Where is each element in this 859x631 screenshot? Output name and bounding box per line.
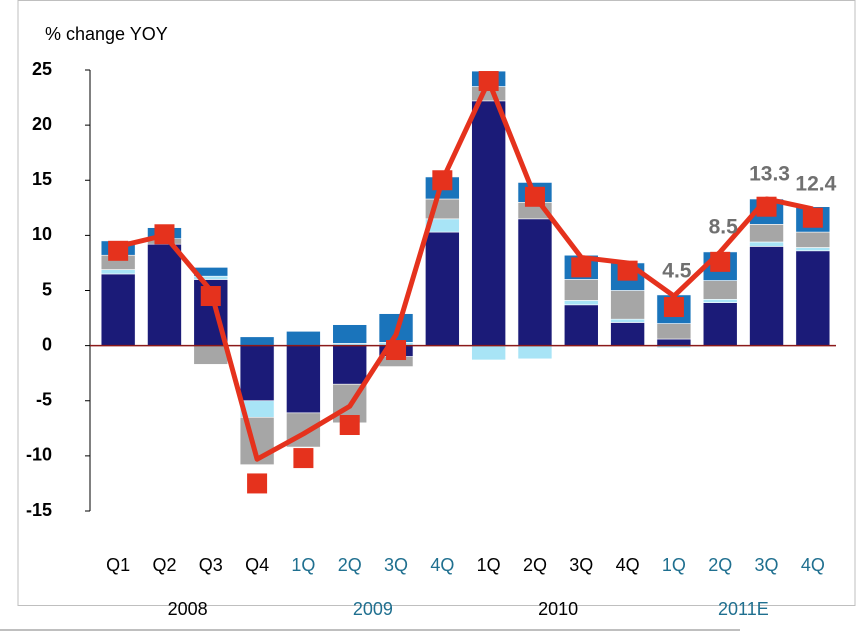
bar-segment — [100, 273, 136, 346]
group-label: 2011E — [718, 599, 769, 619]
bar-segment — [517, 345, 553, 360]
marker — [756, 196, 777, 217]
data-label: 12.4 — [795, 172, 836, 195]
y-axis-title: % change YOY — [45, 24, 168, 44]
y-tick-label: -5 — [36, 390, 52, 410]
bar-segment — [517, 218, 553, 346]
bar-segment — [656, 323, 692, 340]
x-tick-label: 2Q — [523, 555, 547, 575]
bar-segment — [563, 279, 599, 301]
bar-segment — [610, 290, 645, 320]
bar-segment — [656, 338, 692, 346]
chart-frame — [17, 0, 856, 606]
bar-segment — [563, 304, 599, 346]
marker — [524, 186, 545, 207]
x-tick-label: 4Q — [616, 555, 640, 575]
group-label: 2009 — [353, 599, 393, 619]
bar-segment — [563, 300, 599, 306]
marker — [478, 71, 499, 92]
marker — [617, 260, 638, 281]
bar-segment — [286, 330, 321, 346]
x-tick-label: 2Q — [338, 555, 362, 575]
bar-segment — [471, 100, 506, 346]
marker — [154, 224, 175, 245]
bar-segment — [471, 345, 506, 361]
bar-segment — [100, 269, 136, 275]
marker — [802, 207, 823, 228]
bar-segment — [702, 299, 738, 303]
x-tick-label: 1Q — [662, 555, 686, 575]
y-tick-label: 10 — [32, 224, 52, 244]
y-tick-label: -10 — [26, 445, 52, 465]
bar-segment — [749, 224, 784, 243]
bar-segment — [795, 247, 831, 252]
total-line — [117, 78, 814, 462]
x-tick-label: Q1 — [106, 555, 130, 575]
y-tick-label: 25 — [32, 59, 52, 79]
marker — [386, 340, 407, 361]
bar-segment — [286, 345, 321, 414]
bar-segment — [332, 345, 368, 385]
x-tick-label: 1Q — [291, 555, 315, 575]
y-tick-label: 0 — [42, 334, 52, 354]
group-label: 2008 — [168, 599, 208, 619]
group-label: 2010 — [538, 599, 578, 619]
bar-segment — [425, 231, 460, 346]
marker — [108, 240, 129, 261]
bar-segment — [702, 302, 738, 346]
bar-segment — [749, 241, 784, 247]
x-tick-label: 3Q — [384, 555, 408, 575]
x-tick-label: 3Q — [569, 555, 593, 575]
bar-segment — [795, 250, 831, 346]
marker — [339, 415, 360, 436]
bar-segment — [795, 231, 831, 248]
marker — [200, 286, 221, 307]
bar-segment — [147, 243, 182, 346]
x-tick-label: 1Q — [477, 555, 501, 575]
bar-segment — [610, 322, 645, 346]
y-tick-label: 15 — [32, 169, 52, 189]
data-label: 4.5 — [662, 260, 692, 283]
bar-segment — [749, 246, 784, 346]
x-tick-label: Q4 — [245, 555, 269, 575]
data-label: 8.5 — [709, 215, 739, 238]
marker — [710, 251, 731, 272]
x-tick-label: 4Q — [430, 555, 454, 575]
y-tick-label: 20 — [32, 114, 52, 134]
bar-segment — [332, 324, 368, 344]
y-tick-label: -15 — [26, 500, 52, 520]
bar-segment — [610, 318, 645, 323]
marker — [247, 473, 268, 494]
y-tick-label: 5 — [42, 279, 52, 299]
x-tick-label: Q2 — [152, 555, 176, 575]
bar-segment — [193, 345, 229, 365]
data-label: 13.3 — [749, 163, 790, 186]
bar-segment — [239, 336, 275, 346]
x-tick-label: 3Q — [755, 555, 779, 575]
marker — [663, 297, 684, 318]
x-tick-label: 2Q — [708, 555, 732, 575]
x-tick-label: Q3 — [199, 555, 223, 575]
marker — [571, 257, 592, 278]
x-tick-label: 4Q — [801, 555, 825, 575]
bar-segment — [702, 280, 738, 300]
marker — [432, 170, 453, 191]
bar-segment — [239, 345, 275, 402]
marker — [293, 448, 314, 469]
